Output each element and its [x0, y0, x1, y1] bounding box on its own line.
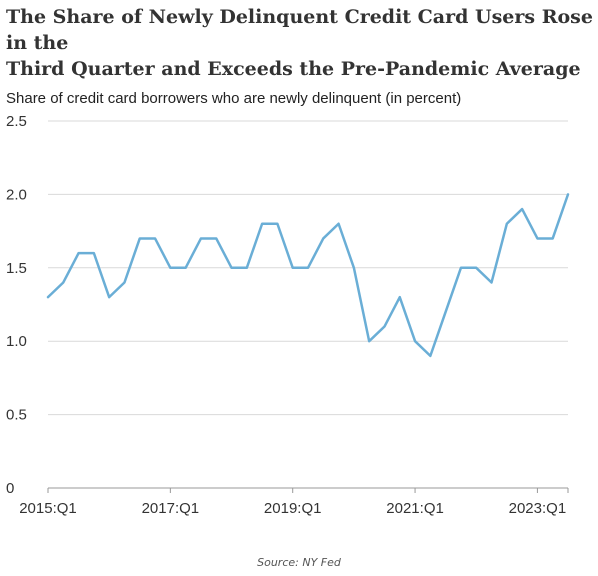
y-tick-label: 0.5 — [6, 407, 27, 424]
y-tick-label: 2.5 — [6, 113, 27, 130]
y-tick-label: 1.0 — [6, 333, 27, 350]
chart-title-line-2: Third Quarter and Exceeds the Pre-Pandem… — [6, 58, 581, 80]
y-tick-label: 0 — [6, 480, 14, 497]
x-tick-label: 2021:Q1 — [386, 500, 444, 517]
y-axis-label: Share of credit card borrowers who are n… — [6, 90, 462, 107]
chart-title-line-1: The Share of Newly Delinquent Credit Car… — [6, 6, 593, 54]
x-tick-label: 2019:Q1 — [264, 500, 322, 517]
x-tick-label: 2023:Q1 — [509, 500, 567, 517]
source-note: Source: NY Fed — [257, 556, 341, 569]
x-tick-label: 2015:Q1 — [19, 500, 77, 517]
series-line — [46, 193, 570, 358]
x-tick-label: 2017:Q1 — [142, 500, 200, 517]
y-tick-label: 1.5 — [6, 260, 27, 277]
y-tick-label: 2.0 — [6, 186, 27, 203]
chart-title: The Share of Newly Delinquent Credit Car… — [6, 4, 596, 82]
